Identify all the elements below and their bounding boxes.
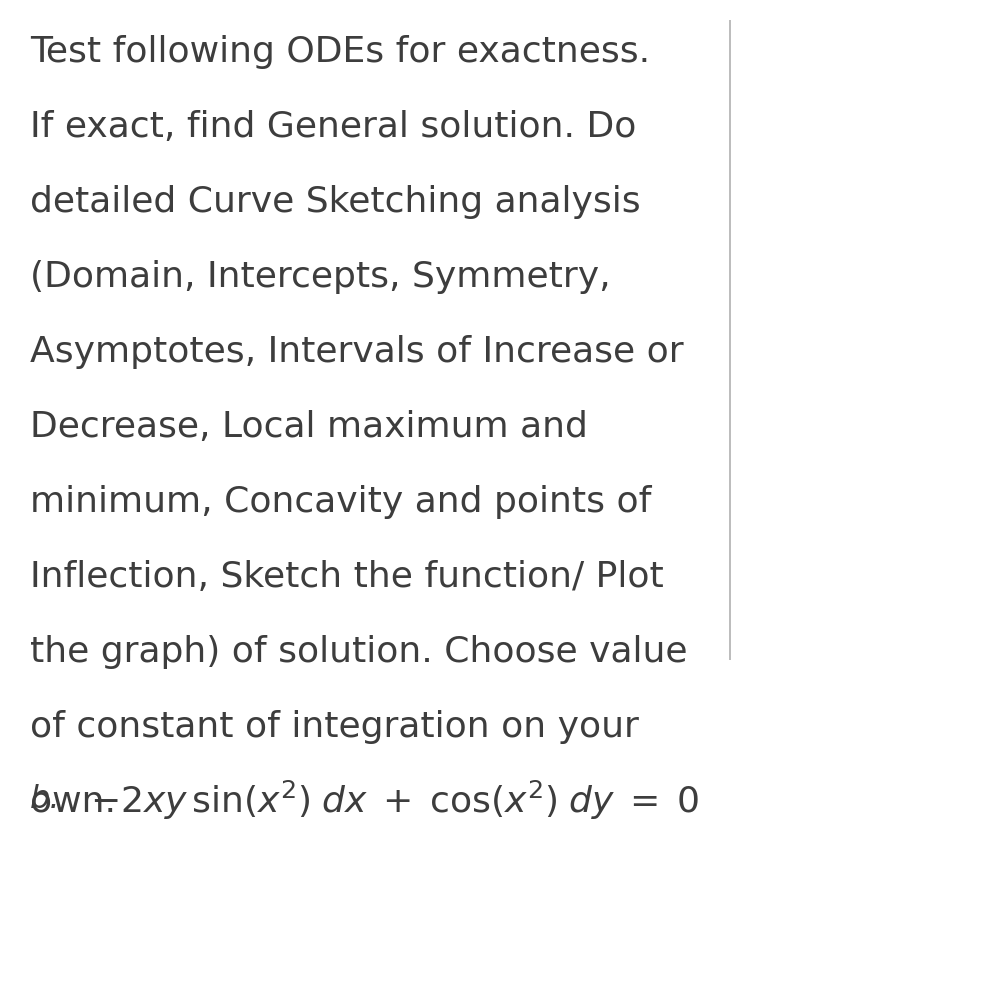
Text: b.: b.: [30, 785, 60, 815]
Text: own.: own.: [30, 785, 116, 819]
Text: $-2xy\,\sin(x^2)\;dx\;+\;\cos(x^2)\;dy\;=\;0$: $-2xy\,\sin(x^2)\;dx\;+\;\cos(x^2)\;dy\;…: [90, 779, 700, 822]
Text: detailed Curve Sketching analysis: detailed Curve Sketching analysis: [30, 185, 641, 219]
Text: Decrease, Local maximum and: Decrease, Local maximum and: [30, 410, 588, 444]
Text: (Domain, Intercepts, Symmetry,: (Domain, Intercepts, Symmetry,: [30, 260, 611, 294]
Text: the graph) of solution. Choose value: the graph) of solution. Choose value: [30, 635, 688, 669]
Text: Inflection, Sketch the function/ Plot: Inflection, Sketch the function/ Plot: [30, 560, 664, 594]
Text: minimum, Concavity and points of: minimum, Concavity and points of: [30, 485, 651, 519]
Text: Asymptotes, Intervals of Increase or: Asymptotes, Intervals of Increase or: [30, 335, 684, 369]
Text: of constant of integration on your: of constant of integration on your: [30, 710, 639, 744]
Text: If exact, find General solution. Do: If exact, find General solution. Do: [30, 110, 636, 144]
Text: Test following ODEs for exactness.: Test following ODEs for exactness.: [30, 35, 650, 69]
